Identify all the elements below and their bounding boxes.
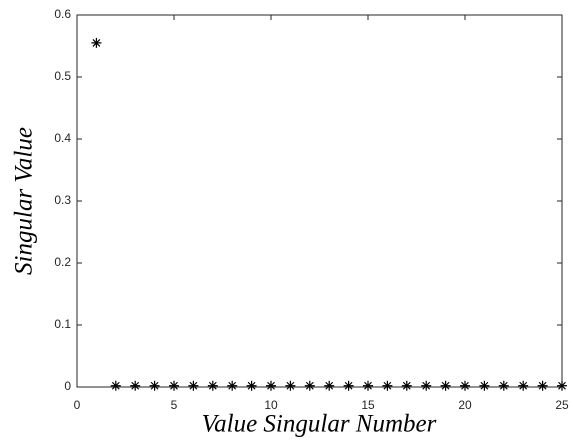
point	[285, 380, 296, 391]
y-axis-label: Singular Value	[11, 127, 38, 275]
point	[518, 380, 529, 391]
x-axis-label: Value Singular Number	[202, 411, 437, 438]
point	[149, 380, 160, 391]
x-tick-label: 5	[171, 398, 178, 412]
point	[401, 380, 412, 391]
point	[188, 380, 199, 391]
point	[343, 380, 354, 391]
point	[440, 380, 451, 391]
x-tick-label: 15	[361, 398, 375, 412]
point	[479, 380, 490, 391]
point	[207, 380, 218, 391]
point	[304, 380, 315, 391]
point	[227, 380, 238, 391]
x-tick-label: 10	[264, 398, 278, 412]
plot-area	[76, 14, 563, 388]
point	[363, 380, 373, 391]
point	[460, 380, 470, 391]
x-tick-label: 25	[555, 398, 569, 412]
y-tick-label: 0	[64, 379, 71, 393]
point	[169, 380, 179, 391]
point	[91, 37, 102, 48]
point	[110, 380, 121, 391]
point	[537, 380, 548, 391]
x-tick-label: 20	[458, 398, 472, 412]
point	[266, 380, 276, 391]
y-tick-label: 0.3	[54, 193, 71, 207]
point	[498, 380, 509, 391]
point	[324, 380, 335, 391]
y-tick-label: 0.5	[54, 69, 71, 83]
point	[130, 380, 141, 391]
y-tick-label: 0.6	[54, 7, 71, 21]
y-tick-label: 0.1	[54, 317, 71, 331]
point	[382, 380, 393, 391]
y-tick-label: 0.2	[54, 255, 71, 269]
point	[246, 380, 257, 391]
point	[421, 380, 432, 391]
point	[557, 380, 567, 391]
x-tick-label: 0	[74, 398, 81, 412]
y-tick-label: 0.4	[54, 131, 71, 145]
